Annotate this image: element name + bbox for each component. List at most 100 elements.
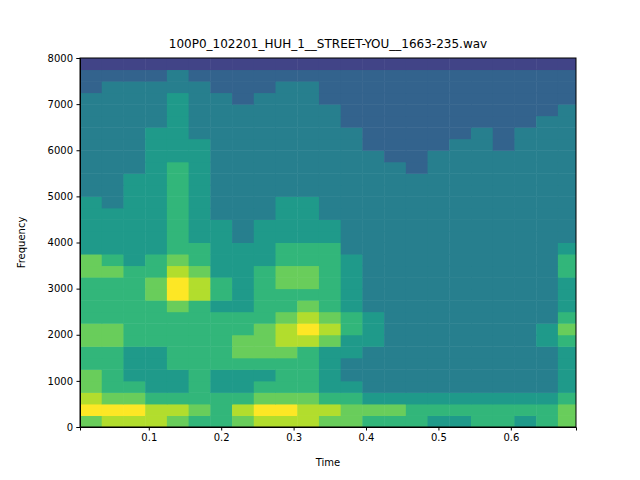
heatmap-cell	[384, 323, 406, 335]
heatmap-cell	[406, 346, 428, 358]
heatmap-cell	[145, 300, 167, 312]
heatmap-cell	[449, 116, 471, 128]
heatmap-cell	[558, 219, 576, 231]
heatmap-cell	[514, 323, 536, 335]
heatmap-cell	[558, 358, 576, 370]
heatmap-cell	[102, 312, 124, 324]
heatmap-cell	[449, 81, 471, 93]
heatmap-cell	[319, 335, 341, 347]
heatmap-cell	[471, 300, 493, 312]
heatmap-cell	[145, 369, 167, 381]
heatmap-cell	[449, 208, 471, 220]
heatmap-cell	[80, 323, 102, 335]
heatmap-cell	[449, 415, 471, 427]
x-tick-label: 0.6	[503, 432, 519, 443]
heatmap-cell	[449, 346, 471, 358]
heatmap-cell	[384, 116, 406, 128]
heatmap-cell	[362, 139, 384, 151]
heatmap-cell	[167, 277, 189, 289]
heatmap-cell	[406, 312, 428, 324]
heatmap-cell	[514, 81, 536, 93]
x-tick-label: 0.3	[286, 432, 302, 443]
heatmap-cell	[189, 173, 211, 185]
heatmap-cell	[449, 231, 471, 243]
heatmap-cell	[102, 219, 124, 231]
heatmap-cell	[210, 208, 232, 220]
heatmap-cell	[123, 196, 145, 208]
heatmap-cell	[384, 139, 406, 151]
heatmap-cell	[80, 358, 102, 370]
y-tick: 7000	[48, 99, 80, 110]
heatmap-cell	[80, 185, 102, 197]
heatmap-cell	[341, 58, 363, 70]
heatmap-cell	[362, 70, 384, 82]
heatmap-cell	[449, 185, 471, 197]
heatmap-cell	[341, 196, 363, 208]
heatmap-cell	[493, 289, 515, 301]
heatmap-cell	[428, 93, 450, 105]
heatmap-cell	[471, 266, 493, 278]
heatmap-cell	[123, 127, 145, 139]
heatmap-cell	[80, 266, 102, 278]
heatmap-cell	[167, 415, 189, 427]
heatmap-cell	[428, 335, 450, 347]
heatmap-cell	[319, 81, 341, 93]
heatmap-cell	[123, 70, 145, 82]
heatmap-cell	[167, 81, 189, 93]
y-tick-label: 8000	[48, 53, 73, 64]
heatmap-cell	[514, 381, 536, 393]
heatmap-cell	[276, 150, 298, 162]
heatmap-cell	[80, 219, 102, 231]
heatmap-cell	[297, 162, 319, 174]
heatmap-cell	[210, 312, 232, 324]
heatmap-cell	[254, 196, 276, 208]
heatmap-cell	[276, 277, 298, 289]
heatmap-cell	[493, 58, 515, 70]
heatmap-cell	[536, 358, 558, 370]
heatmap-cell	[428, 392, 450, 404]
heatmap-cell	[276, 104, 298, 116]
heatmap-cell	[319, 139, 341, 151]
heatmap-cell	[167, 93, 189, 105]
heatmap-cell	[210, 415, 232, 427]
heatmap-cell	[254, 162, 276, 174]
heatmap-cell	[428, 116, 450, 128]
heatmap-cell	[536, 93, 558, 105]
heatmap-cell	[123, 381, 145, 393]
heatmap-cell	[558, 104, 576, 116]
heatmap-cell	[254, 335, 276, 347]
heatmap-cell	[123, 208, 145, 220]
heatmap-cell	[80, 81, 102, 93]
heatmap-cell	[428, 346, 450, 358]
heatmap-cell	[536, 277, 558, 289]
heatmap-cell	[254, 277, 276, 289]
heatmap-cell	[145, 312, 167, 324]
heatmap-cell	[341, 392, 363, 404]
heatmap-cell	[189, 127, 211, 139]
heatmap-cell	[189, 162, 211, 174]
heatmap-cell	[493, 358, 515, 370]
heatmap-cell	[297, 312, 319, 324]
heatmap-cell	[102, 185, 124, 197]
heatmap-cell	[167, 381, 189, 393]
heatmap-cell	[232, 381, 254, 393]
heatmap-cell	[341, 243, 363, 255]
heatmap-cell	[102, 335, 124, 347]
heatmap-cell	[384, 346, 406, 358]
heatmap-cell	[341, 162, 363, 174]
heatmap-cell	[210, 185, 232, 197]
heatmap-cell	[123, 116, 145, 128]
heatmap-cell	[428, 323, 450, 335]
heatmap-cell	[493, 208, 515, 220]
heatmap-cell	[232, 208, 254, 220]
heatmap-cell	[297, 208, 319, 220]
heatmap-cell	[319, 162, 341, 174]
heatmap-cell	[167, 162, 189, 174]
heatmap-cell	[471, 381, 493, 393]
heatmap-cell	[189, 266, 211, 278]
heatmap-cell	[232, 70, 254, 82]
heatmap-cell	[471, 404, 493, 416]
heatmap-cell	[406, 58, 428, 70]
y-tick-label: 1000	[48, 376, 73, 387]
title: 100P0_102201_HUH_1__STREET-YOU__1663-235…	[169, 37, 487, 51]
